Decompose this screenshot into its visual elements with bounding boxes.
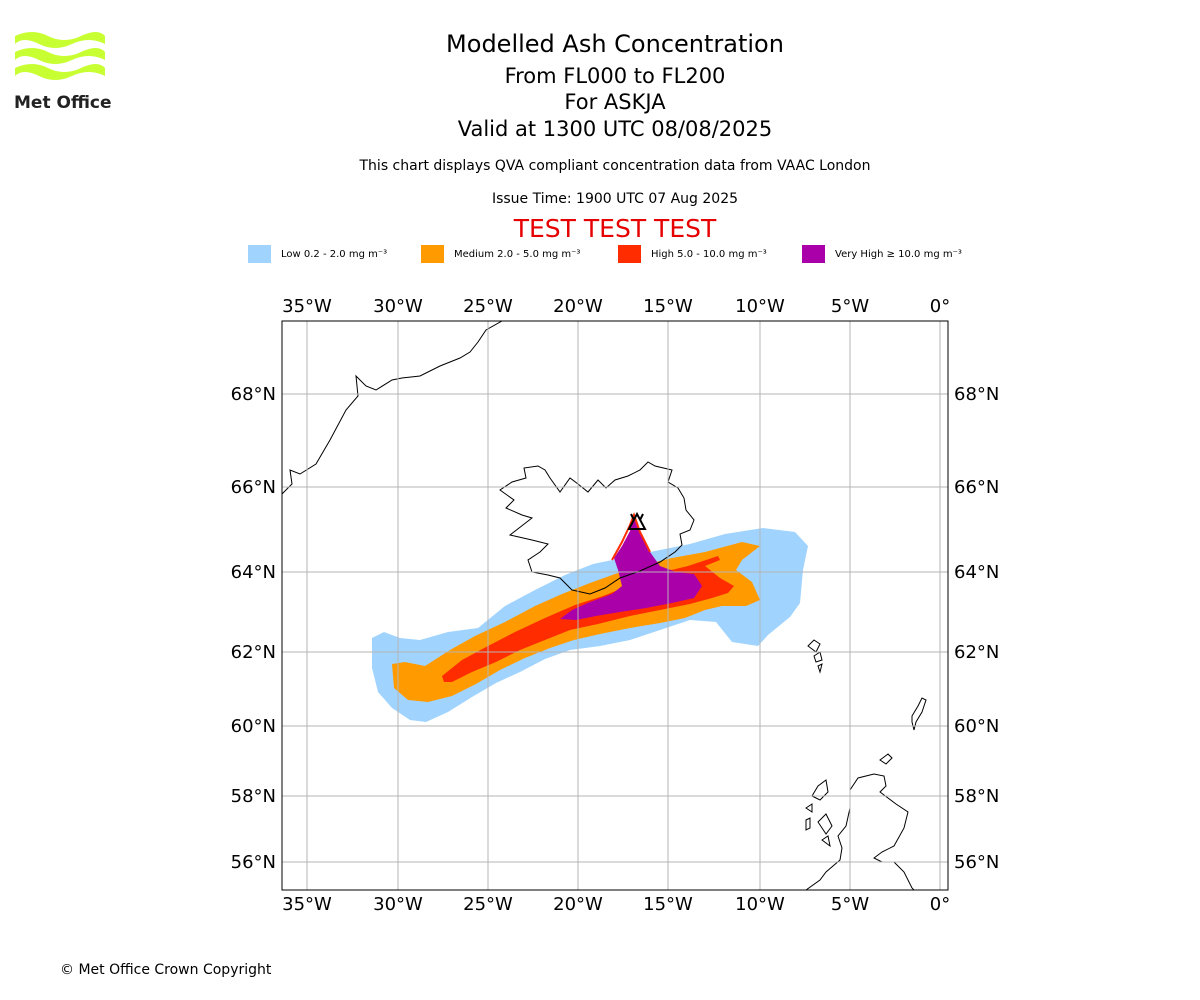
met-office-logo: Met Office [14,30,114,114]
map-frame [281,320,949,891]
lon-label: 15°W [643,296,693,317]
lat-label: 56°N [231,852,276,873]
lon-label: 30°W [373,296,423,317]
volcano-marker-icon [627,511,647,530]
test-banner: TEST TEST TEST [513,214,717,243]
legend-label-low: Low 0.2 - 2.0 mg m⁻³ [281,248,388,260]
chart-title: Modelled Ash Concentration [446,30,784,58]
legend-swatch-low [248,245,271,263]
svg-text:Met Office: Met Office [14,93,112,113]
lat-label: 60°N [954,716,999,737]
lon-label: 15°W [643,894,693,915]
volcano-name: For ASKJA [564,90,666,114]
lat-label: 64°N [231,562,276,583]
hebrides-islands [805,753,893,848]
lat-label: 68°N [954,384,999,405]
lat-label: 64°N [954,562,999,583]
iceland-coastline [499,461,695,595]
valid-time: Valid at 1300 UTC 08/08/2025 [457,117,773,141]
lat-labels-right: 68°N 66°N 64°N 62°N 60°N 58°N 56°N [954,384,999,873]
lon-label: 25°W [463,894,513,915]
graticule [282,321,948,890]
faroe-islands [807,639,823,674]
lat-label: 56°N [954,852,999,873]
issue-time: Issue Time: 1900 UTC 07 Aug 2025 [491,191,739,207]
logo-waves-icon: Met Office [14,32,112,113]
ash-very-high-region [560,518,702,620]
legend-item-low: Low 0.2 - 2.0 mg m⁻³ [248,244,387,264]
lon-label: 5°W [831,296,869,317]
lon-label: 0° [930,296,950,317]
lon-label: 10°W [735,894,785,915]
lon-label: 10°W [735,296,785,317]
legend-swatch-medium [421,245,444,263]
legend-swatch-high [618,245,641,263]
legend-label-medium: Medium 2.0 - 5.0 mg m⁻³ [454,248,581,260]
lon-label: 20°W [553,296,603,317]
greenland-coastline [282,321,503,495]
legend-label-high: High 5.0 - 10.0 mg m⁻³ [651,248,767,260]
lat-label: 62°N [231,642,276,663]
lon-label: 0° [930,894,950,915]
lat-label: 66°N [231,477,276,498]
lat-label: 68°N [231,384,276,405]
legend-item-medium: Medium 2.0 - 5.0 mg m⁻³ [421,244,580,264]
lat-label: 60°N [231,716,276,737]
lat-label: 62°N [954,642,999,663]
scotland-coastline [805,773,915,890]
shetland-islands [911,697,927,731]
ash-plume-fringe [611,512,651,561]
lon-labels-top: 35°W 30°W 25°W 20°W 15°W 10°W 5°W 0° [282,296,950,317]
lon-label: 30°W [373,894,423,915]
lon-label: 20°W [553,894,603,915]
copyright-notice: © Met Office Crown Copyright [60,962,272,978]
legend-item-very-high: Very High ≥ 10.0 mg m⁻³ [802,244,962,264]
legend-swatch-very-high [802,245,825,263]
lon-label: 35°W [282,894,332,915]
lat-label: 66°N [954,477,999,498]
lon-label: 25°W [463,296,513,317]
flight-levels: From FL000 to FL200 [504,64,726,88]
lat-labels-left: 68°N 66°N 64°N 62°N 60°N 58°N 56°N [231,384,276,873]
qva-note: This chart displays QVA compliant concen… [359,158,871,174]
legend-label-very-high: Very High ≥ 10.0 mg m⁻³ [835,248,962,260]
lon-labels-bottom: 35°W 30°W 25°W 20°W 15°W 10°W 5°W 0° [282,894,950,915]
lon-label: 35°W [282,296,332,317]
lat-label: 58°N [954,786,999,807]
lat-label: 58°N [231,786,276,807]
lon-label: 5°W [831,894,869,915]
legend-item-high: High 5.0 - 10.0 mg m⁻³ [618,244,767,264]
